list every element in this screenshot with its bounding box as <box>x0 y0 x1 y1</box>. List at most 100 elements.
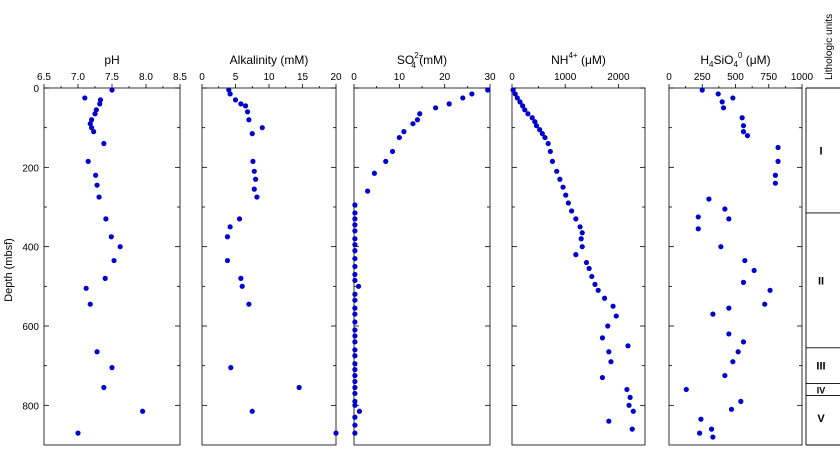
data-point <box>251 168 257 174</box>
y-tick-label: 200 <box>22 163 39 174</box>
x-tick-label: 8.0 <box>139 72 153 83</box>
x-tick-label: 0 <box>199 72 205 83</box>
plot-frame <box>668 87 803 446</box>
data-point <box>224 257 231 264</box>
x-tick-label: 2000 <box>607 72 630 83</box>
data-point <box>352 202 358 208</box>
data-point <box>626 402 632 408</box>
data-point <box>352 384 358 391</box>
data-point <box>719 99 725 105</box>
x-tick-label: 0 <box>351 72 357 83</box>
data-point <box>722 372 728 379</box>
data-point <box>624 386 630 393</box>
data-point <box>93 107 99 113</box>
lith-unit-label: III <box>816 361 825 373</box>
x-tick-label: 0 <box>509 72 515 83</box>
data-point <box>91 129 97 135</box>
data-point <box>735 349 741 355</box>
data-point <box>608 359 614 365</box>
panel-title: pH <box>104 53 119 67</box>
data-point <box>352 333 358 339</box>
data-point <box>352 236 358 242</box>
data-point <box>715 91 721 97</box>
data-point <box>469 91 475 97</box>
data-point <box>577 224 583 230</box>
y-tick-label: 600 <box>22 322 39 333</box>
data-point <box>246 301 252 307</box>
data-point <box>533 123 540 129</box>
data-point <box>244 109 251 115</box>
data-point <box>722 206 728 212</box>
data-point <box>696 430 703 436</box>
data-point <box>227 91 233 97</box>
data-point <box>460 95 466 101</box>
y-tick-label: 800 <box>22 401 39 412</box>
data-point <box>739 115 745 121</box>
plot-frame <box>43 87 181 446</box>
data-point <box>89 125 95 131</box>
data-point <box>510 87 516 93</box>
data-point <box>549 158 556 164</box>
data-point <box>94 182 100 188</box>
data-point <box>396 134 402 141</box>
data-point <box>239 283 245 289</box>
panel-title: NH4+ (μM) <box>551 51 606 67</box>
data-point <box>706 196 712 202</box>
panel-title: SO2− 4 (mM) <box>397 51 447 70</box>
data-point <box>365 188 371 194</box>
data-point <box>94 349 100 355</box>
data-point <box>352 248 358 254</box>
panel-title: H4SiO40 (μM) <box>700 51 770 69</box>
data-point <box>547 148 553 155</box>
data-point <box>236 216 243 222</box>
panel-5: H4SiO40 (μM) 0 250 500 750 1000 <box>666 51 814 446</box>
data-point <box>557 176 563 182</box>
data-point <box>253 176 259 182</box>
panel-title: Alkalinity (mM) <box>230 53 309 67</box>
data-point <box>606 349 612 355</box>
data-point <box>352 347 358 353</box>
data-point <box>599 335 606 341</box>
data-point <box>352 353 358 359</box>
data-point <box>751 267 757 274</box>
data-point <box>352 277 358 283</box>
data-point <box>249 408 255 414</box>
data-point <box>726 331 732 337</box>
data-point <box>401 129 407 135</box>
data-point <box>586 265 592 272</box>
x-tick-label: 1000 <box>791 72 814 83</box>
data-point <box>352 372 358 379</box>
data-point <box>605 323 611 329</box>
data-point <box>352 430 358 436</box>
data-point <box>251 186 257 192</box>
data-point <box>578 236 584 242</box>
x-tick-label: 0 <box>666 72 672 83</box>
data-point <box>601 295 608 301</box>
data-point <box>352 390 358 397</box>
data-point <box>772 172 779 178</box>
data-point <box>109 365 115 371</box>
data-point <box>352 422 358 428</box>
data-point <box>352 297 358 303</box>
data-point <box>775 158 781 164</box>
x-tick-label: 500 <box>727 72 744 83</box>
data-point <box>512 91 518 97</box>
data-point <box>583 259 590 266</box>
data-point <box>730 95 736 101</box>
data-point <box>352 242 358 248</box>
x-tick-label: 20 <box>330 72 342 83</box>
data-point <box>352 222 358 228</box>
data-point <box>699 87 705 93</box>
data-point <box>96 194 102 200</box>
profile-panels: pH6.5 7.0 7.5 8.0 8.50200400600800Alkalinity… <box>22 51 814 446</box>
plot-frame <box>511 87 646 446</box>
data-point <box>720 105 727 111</box>
data-point <box>532 119 538 125</box>
x-tick-label: 5 <box>233 72 239 83</box>
data-point <box>101 140 107 147</box>
data-point <box>93 172 99 178</box>
data-point <box>101 384 107 391</box>
data-point <box>485 87 491 93</box>
data-point <box>249 131 255 137</box>
